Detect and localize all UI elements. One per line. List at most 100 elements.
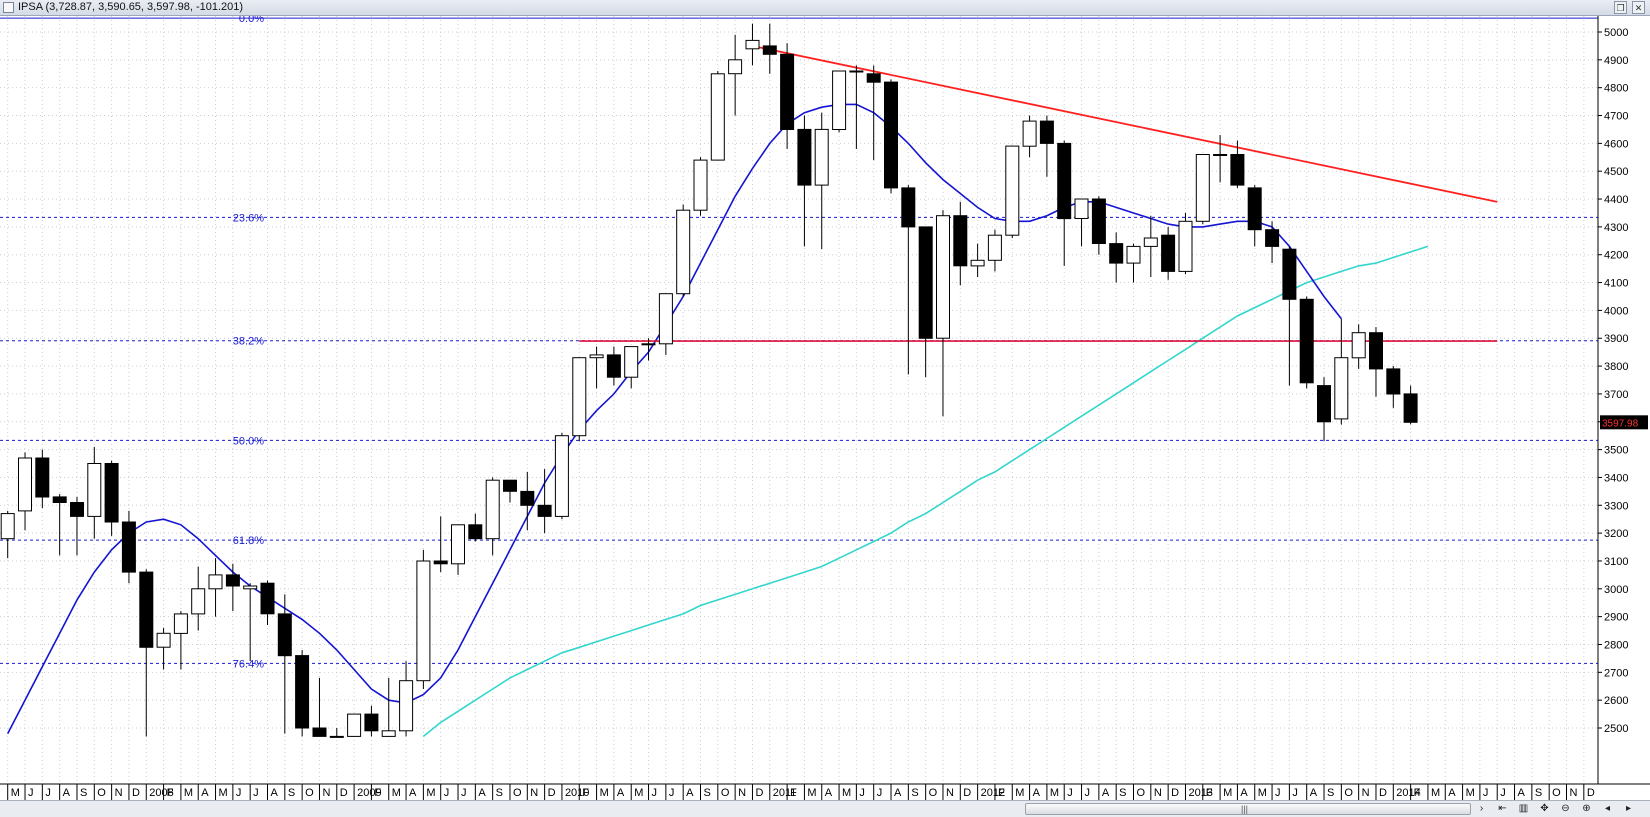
candle <box>1282 246 1297 386</box>
candle <box>1213 135 1228 183</box>
candle-body <box>832 70 847 130</box>
candle <box>537 469 552 534</box>
x-tick-label: S <box>1119 787 1126 799</box>
y-tick-label: 3100 <box>1604 556 1628 568</box>
candle-body <box>693 159 708 211</box>
horizontal-scrollbar[interactable]: ||| › ⇤ ▥ ✥ ⊖ ⊕ ◂ ▸ <box>0 800 1650 817</box>
x-tick-label: 2010 <box>565 787 589 799</box>
candle-body <box>866 73 881 83</box>
x-tick-label: M <box>11 787 20 799</box>
x-tick-label: A <box>686 787 694 799</box>
x-tick-label: D <box>963 787 971 799</box>
y-tick-label: 4000 <box>1604 305 1628 317</box>
y-tick-label: 4800 <box>1604 83 1628 95</box>
candle-body <box>277 613 292 657</box>
price-axis: 2500 2600 2700 2800 2900 3000 3100 3200 3300 3400… <box>1597 16 1648 784</box>
x-tick-label: O <box>513 787 522 799</box>
candle <box>1317 377 1331 442</box>
candle-body <box>1334 357 1349 420</box>
candle-body <box>936 215 950 339</box>
x-tick-label: A <box>617 787 625 799</box>
x-tick-label: J <box>253 787 259 799</box>
scroll-thumb[interactable]: ||| <box>1025 803 1471 815</box>
x-tick-label: N <box>115 787 123 799</box>
candle-body <box>225 574 240 587</box>
scroll-right-button[interactable]: › <box>1479 803 1484 814</box>
x-tick-label: 2013 <box>1188 787 1212 799</box>
candle <box>329 728 344 738</box>
candle-body <box>139 571 154 648</box>
candle-body <box>814 128 829 186</box>
short-moving-average <box>6 103 1342 734</box>
x-tick-label: M <box>219 787 228 799</box>
candle-body <box>70 502 84 517</box>
x-tick-label: A <box>271 787 279 799</box>
last-price-badge <box>1600 415 1648 430</box>
price-chart[interactable]: 0.0% 23.6% 38.2% 50.0% 61.8% 76.4% 2500 2600 27… <box>0 16 1650 800</box>
candle <box>312 677 327 737</box>
candle <box>364 705 379 737</box>
restore-button[interactable]: ❐ <box>1614 1 1627 14</box>
y-tick-label: 3500 <box>1604 445 1628 457</box>
candle-body <box>624 346 639 378</box>
x-tick-label: S <box>1535 787 1542 799</box>
window-title: IPSA (3,728.87, 3,590.65, 3,597.98, -101… <box>18 1 244 13</box>
candle-body <box>0 513 15 540</box>
candle <box>156 627 171 670</box>
zoom-out-button[interactable]: ⊖ <box>1561 803 1570 814</box>
x-tick-label: F <box>1414 787 1421 799</box>
candle-body <box>1317 385 1331 423</box>
chart-type-button[interactable]: ▥ <box>1518 803 1529 814</box>
candle <box>1369 327 1383 397</box>
candle-body <box>312 727 327 737</box>
y-tick-label: 3900 <box>1604 333 1628 345</box>
candle <box>676 204 691 297</box>
candle <box>710 70 725 161</box>
candle-body <box>295 655 310 729</box>
next-button[interactable]: ▸ <box>1625 803 1632 814</box>
candle-body <box>364 713 379 732</box>
candle <box>139 569 154 737</box>
x-tick-label: D <box>548 787 556 799</box>
x-tick-label: J <box>1275 787 1281 799</box>
zoom-in-button[interactable]: ⊕ <box>1582 803 1591 814</box>
close-button[interactable]: ✕ <box>1632 1 1645 14</box>
x-tick-label: D <box>755 787 763 799</box>
y-tick-label: 3300 <box>1604 500 1628 512</box>
candle-body <box>728 59 743 75</box>
first-button[interactable]: ⇤ <box>1498 803 1507 814</box>
candle <box>849 65 864 149</box>
x-tick-label: S <box>911 787 918 799</box>
candle-body <box>1282 248 1297 300</box>
candle <box>693 157 708 216</box>
drawn-lines <box>579 45 1498 342</box>
candle <box>1178 212 1193 275</box>
x-tick-label: A <box>63 787 71 799</box>
crosshair-button[interactable]: ✥ <box>1540 803 1549 814</box>
candle-body <box>1213 154 1228 156</box>
candle-body <box>884 81 898 189</box>
candle <box>1091 196 1106 255</box>
candle-body <box>797 128 812 186</box>
x-tick-label: D <box>1587 787 1595 799</box>
candle <box>52 494 67 556</box>
candle <box>762 23 777 74</box>
candle-body <box>208 574 223 590</box>
candle-body <box>1299 298 1314 384</box>
candle <box>1005 145 1020 239</box>
candle-body <box>1005 145 1020 236</box>
candle-body <box>87 463 102 517</box>
candle <box>277 594 292 734</box>
candle-body <box>537 504 552 517</box>
prev-button[interactable]: ◂ <box>1604 803 1611 814</box>
candle <box>589 346 604 389</box>
candle <box>1299 296 1314 389</box>
x-tick-label: A <box>1033 787 1041 799</box>
candle <box>1039 115 1054 177</box>
candle <box>797 115 812 247</box>
x-tick-label: N <box>1154 787 1162 799</box>
x-tick-label: J <box>1483 787 1489 799</box>
candle-body <box>1022 120 1037 147</box>
x-tick-label: D <box>340 787 348 799</box>
